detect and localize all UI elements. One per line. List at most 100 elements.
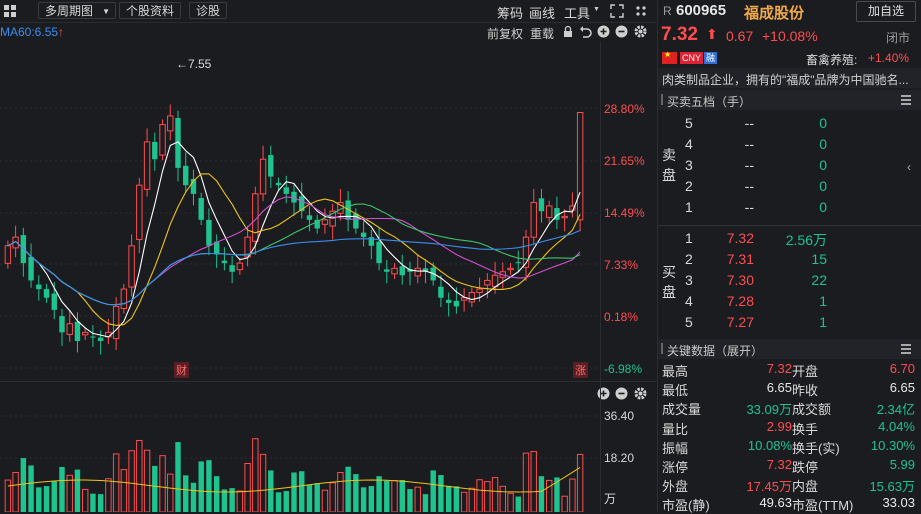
volume-bar <box>329 482 336 512</box>
volume-bar <box>453 486 460 512</box>
ask-row[interactable]: 2 -- 0 <box>658 176 908 197</box>
candle <box>66 323 73 335</box>
volume-bar <box>353 474 359 512</box>
candle <box>90 336 96 338</box>
add-favorite-button[interactable]: 加自选 <box>856 1 916 22</box>
price-axis: 28.80% 21.65% 14.49% 7.33% 0.18% -6.98% <box>600 42 656 382</box>
ask-row[interactable]: 5 -- 0 <box>658 113 908 134</box>
volume-bar <box>12 471 19 512</box>
grid-icon[interactable] <box>3 4 17 18</box>
bid-row[interactable]: 4 7.28 1 <box>658 291 908 312</box>
keydata-label: 市盈(TTM) <box>792 498 854 514</box>
undo-icon[interactable] <box>579 25 592 38</box>
candle <box>190 178 197 194</box>
keydata-label: 振幅 <box>662 440 689 456</box>
lock-icon[interactable] <box>562 25 574 38</box>
zoom-in-icon[interactable] <box>597 387 610 400</box>
menu-icon[interactable] <box>901 343 911 354</box>
zoom-in-icon[interactable] <box>597 25 610 38</box>
candle <box>414 267 421 277</box>
volume-bar <box>460 491 468 512</box>
keydata-value: 10.08% <box>747 437 792 453</box>
stock-info-button[interactable]: 个股资料 <box>119 2 182 19</box>
zoom-out-icon[interactable] <box>615 25 628 38</box>
candle <box>522 236 530 268</box>
bid-row[interactable]: 2 7.31 15 <box>658 249 908 270</box>
candle <box>81 331 89 336</box>
description-bar[interactable] <box>658 68 921 88</box>
zoom-out-icon[interactable] <box>615 387 628 400</box>
candle <box>183 165 189 186</box>
volume-bar <box>259 453 267 512</box>
last-price: 7.32 <box>661 24 698 45</box>
overlay-button[interactable]: 重载 <box>530 27 555 41</box>
market-status: 闭市 <box>886 31 911 45</box>
candle <box>530 202 537 238</box>
tools-button[interactable]: 工具 <box>564 6 591 21</box>
volume-bar <box>345 466 351 512</box>
volume-bar <box>59 466 65 512</box>
candle <box>422 268 429 272</box>
axis-label: 万 <box>604 492 617 506</box>
ask-price: -- <box>744 199 754 215</box>
candle <box>74 321 81 342</box>
volume-bar <box>252 438 259 512</box>
collapse-icon <box>661 343 663 354</box>
candle <box>353 213 359 229</box>
settings-icon[interactable] <box>634 25 647 38</box>
bid-row[interactable]: 1 7.32 2.56万 <box>658 228 908 249</box>
high-marker: ←7.55 <box>176 57 212 71</box>
currency-tag: CNY <box>680 52 704 64</box>
volume-bar <box>51 481 57 512</box>
ask-row[interactable]: 1 -- 0 <box>658 197 908 218</box>
draw-line-button[interactable]: 画线 <box>529 6 556 21</box>
volume-bar <box>407 489 413 512</box>
volume-bar <box>314 483 320 512</box>
bid-vol: 2.56万 <box>785 232 827 248</box>
adjust-button[interactable]: 前复权 <box>487 27 524 41</box>
ask-level: 5 <box>685 115 693 131</box>
volume-bar <box>275 492 282 512</box>
limit-up-marker[interactable]: 涨 <box>573 362 588 378</box>
multi-period-button[interactable]: 多周期图 ▼ <box>38 2 116 19</box>
diagnose-button[interactable]: 诊股 <box>189 2 228 19</box>
volume-chart[interactable] <box>0 406 600 512</box>
ask-vol: 0 <box>819 178 827 194</box>
collapse-icon <box>661 94 663 105</box>
price-chart[interactable] <box>0 42 656 382</box>
keydata-value: 2.99 <box>766 418 792 434</box>
keydata-value: 6.70 <box>889 361 915 376</box>
settings-icon[interactable] <box>634 387 647 400</box>
chevron-left-icon[interactable]: ‹ <box>907 160 911 174</box>
fullscreen-icon[interactable] <box>610 4 624 18</box>
ask-price: -- <box>744 115 754 131</box>
keydata-label: 成交额 <box>792 402 832 418</box>
candle <box>213 241 220 255</box>
more-icon[interactable] <box>634 4 648 18</box>
candle <box>112 305 120 340</box>
volume-bar <box>422 494 429 512</box>
chart-vertical-divider <box>600 42 601 512</box>
bid-price: 7.30 <box>726 272 754 288</box>
orderbook-header[interactable]: 买卖五档（手） <box>658 90 921 110</box>
keydata-value: 6.65 <box>766 380 792 396</box>
keydata-header[interactable]: 关键数据（展开） <box>658 339 921 359</box>
keydata-title: 关键数据（展开） <box>667 344 764 358</box>
volume-bar <box>183 475 189 512</box>
sell-label: 卖盘 <box>662 147 676 183</box>
bid-row[interactable]: 3 7.30 22 <box>658 270 908 291</box>
finance-marker[interactable]: 财 <box>174 362 189 378</box>
volume-bar <box>484 481 491 512</box>
ask-row[interactable]: 3 -- 0 <box>658 155 908 176</box>
ask-row[interactable]: 4 -- 0 <box>658 134 908 155</box>
ask-price: -- <box>744 178 754 194</box>
volume-bar <box>561 495 568 512</box>
candle <box>545 205 553 218</box>
volume-bar <box>4 479 12 512</box>
bid-row[interactable]: 5 7.27 1 <box>658 312 908 333</box>
keydata-label: 涨停 <box>662 460 689 475</box>
volume-bar <box>206 460 212 512</box>
sector-label[interactable]: 畜禽养殖: <box>806 53 858 67</box>
menu-icon[interactable] <box>901 94 911 105</box>
chip-button[interactable]: 筹码 <box>497 6 524 21</box>
